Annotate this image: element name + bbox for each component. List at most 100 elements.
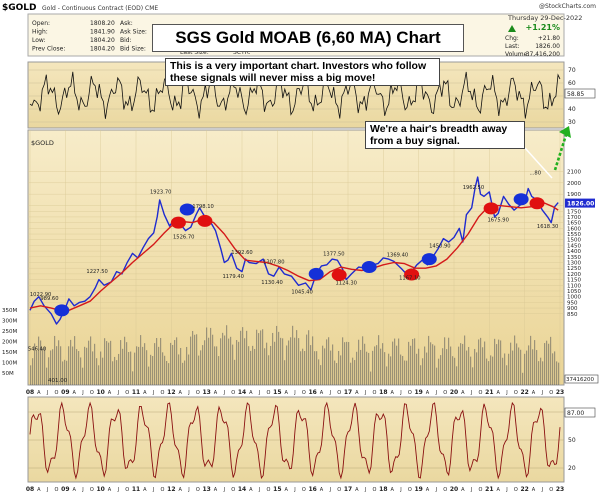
x-axis-tick: A: [390, 390, 394, 396]
volume-bar: [480, 337, 482, 385]
x-axis-tick: J: [541, 487, 543, 493]
x-axis-tick: O: [408, 487, 412, 493]
volume-axis-tick: 100M: [2, 361, 17, 367]
chart-title: SGS Gold MOAB (6,60 MA) Chart: [152, 24, 464, 52]
volume-bar: [186, 346, 188, 385]
volume-bar: [138, 346, 140, 385]
x-axis-tick: A: [249, 390, 253, 396]
x-axis-tick: O: [373, 487, 377, 493]
volume-bar: [46, 367, 48, 385]
volume-bar: [236, 340, 238, 385]
volume-axis-tick: 350M: [2, 308, 17, 314]
price-axis-tick: 2000: [567, 181, 581, 187]
x-axis-tick: A: [249, 487, 253, 493]
volume-bar: [276, 325, 278, 385]
price-annotation: 1377.50: [323, 252, 344, 258]
volume-bar: [84, 346, 86, 385]
x-axis-tick: 13: [202, 389, 210, 396]
price-axis-tick: 1350: [567, 255, 581, 261]
volume-bar: [418, 348, 420, 385]
volume-bar: [52, 349, 54, 385]
x-axis-tick: O: [549, 390, 553, 396]
volume-bar: [390, 356, 392, 385]
volume-axis-tick: 250M: [2, 329, 17, 335]
x-axis-tick: A: [143, 487, 147, 493]
volume-bar: [206, 327, 208, 385]
x-axis-tick: J: [152, 390, 154, 396]
x-axis-tick: 21: [485, 486, 493, 493]
volume-bar: [104, 338, 106, 385]
top-last-value-box: [564, 88, 596, 99]
volume-bar: [408, 341, 410, 385]
moving-average-line: [29, 201, 559, 311]
volume-bar: [290, 337, 292, 385]
volume-bar: [146, 350, 148, 385]
price-axis-tick: 950: [567, 300, 578, 306]
x-axis-tick: J: [293, 390, 295, 396]
volume-bar: [552, 353, 554, 385]
volume-bar: [502, 357, 504, 385]
volume-bar: [388, 353, 390, 385]
x-axis-tick: 17: [344, 389, 352, 396]
volume-bar: [330, 350, 332, 385]
x-axis-tick: O: [161, 390, 165, 396]
volume-bar: [50, 350, 52, 385]
x-axis-tick: O: [231, 390, 235, 396]
x-axis-tick: J: [541, 390, 543, 396]
price-annotation: 1618.30: [537, 224, 558, 230]
volume-bar: [212, 334, 214, 385]
x-axis-tick: O: [90, 390, 94, 396]
volume-bar: [258, 333, 260, 385]
volume-bar: [542, 361, 544, 385]
volume-bar: [234, 359, 236, 385]
x-axis-tick: O: [479, 487, 483, 493]
volume-bar: [124, 336, 126, 385]
x-axis-tick: J: [329, 487, 331, 493]
volume-bar: [442, 348, 444, 385]
sctr-label: SCTR:: [233, 49, 251, 56]
price-annotation: 1022.90: [30, 292, 51, 298]
header-value-right: 1826.00: [535, 43, 560, 50]
volume-bar: [148, 366, 150, 385]
x-axis-tick: O: [125, 487, 129, 493]
volume-bar: [448, 337, 450, 385]
main-panel-label: $GOLD: [31, 139, 54, 147]
x-axis-tick: O: [479, 390, 483, 396]
volume-bar: [298, 338, 300, 385]
top-axis-tick: 40: [568, 106, 576, 113]
volume-bar: [488, 361, 490, 385]
volume-bar: [178, 354, 180, 385]
volume-bar: [424, 346, 426, 385]
volume-bar: [202, 345, 204, 385]
volume-bar: [280, 337, 282, 385]
x-axis-tick: A: [284, 390, 288, 396]
volume-bar: [174, 340, 176, 385]
x-axis-tick: A: [426, 487, 430, 493]
x-axis-tick: 18: [379, 486, 387, 493]
volume-bar: [166, 360, 168, 385]
volume-bar: [490, 355, 492, 385]
volume-bar: [392, 341, 394, 385]
buy-signal-marker: [361, 261, 377, 274]
volume-bar: [114, 356, 116, 385]
volume-bar: [256, 329, 258, 385]
x-axis-tick: 21: [485, 389, 493, 396]
volume-bar: [288, 340, 290, 385]
volume-bar: [96, 358, 98, 385]
x-axis-tick: A: [108, 390, 112, 396]
volume-bar: [82, 367, 84, 385]
volume-bar: [302, 348, 304, 385]
volume-bar: [394, 338, 396, 385]
volume-bar: [420, 365, 422, 385]
price-axis-tick: 1650: [567, 221, 581, 227]
bottom-last-value-box: [564, 407, 596, 418]
top-axis-tick: 70: [568, 67, 576, 74]
volume-bar: [466, 350, 468, 385]
volume-bar: [372, 350, 374, 385]
buy-signal-marker: [513, 193, 529, 206]
volume-axis-tick: 50M: [2, 371, 14, 377]
volume-bar: [224, 335, 226, 385]
volume-bar: [460, 343, 462, 385]
volume-min-label: 401.00: [48, 378, 68, 384]
volume-bar: [554, 351, 556, 385]
